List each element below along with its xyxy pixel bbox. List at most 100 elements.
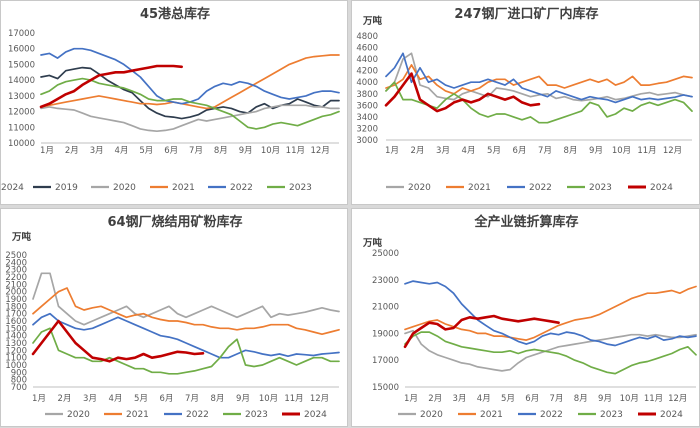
legend-label: 2019 bbox=[55, 183, 78, 193]
x-tick-label: 4月 bbox=[462, 146, 476, 156]
x-tick-label: 2月 bbox=[428, 394, 442, 404]
x-tick-label: 1月 bbox=[385, 146, 399, 156]
legend-label: 2022 bbox=[186, 410, 209, 420]
y-tick-label: 2000 bbox=[5, 288, 27, 298]
chart-panel-45-ports-inventory: 45港总库存 10000 11000 12000 13000 14000 15000 1600… bbox=[0, 0, 348, 205]
y-tick-label: 25000 bbox=[372, 249, 399, 259]
x-tick-label: 5月 bbox=[501, 394, 515, 404]
unit-label: 万吨 bbox=[11, 231, 32, 243]
legend-label: 2022 bbox=[540, 410, 563, 420]
legend-label: 2021 bbox=[126, 410, 149, 420]
legend-label: 2022 bbox=[529, 183, 552, 193]
series-line-2022 bbox=[404, 280, 697, 347]
series-line-2022 bbox=[385, 52, 693, 104]
x-tick-label: 2月 bbox=[65, 146, 79, 156]
legend-label: 2020 bbox=[420, 410, 443, 420]
y-tick-label: 900 bbox=[11, 368, 27, 378]
y-tick-label: 14000 bbox=[8, 76, 35, 86]
y-tick-label: 1700 bbox=[5, 310, 27, 320]
series-line-2021 bbox=[385, 64, 693, 95]
y-tick-label: 1900 bbox=[5, 295, 27, 305]
x-tick-label: 2月 bbox=[411, 146, 425, 156]
series-line-2021 bbox=[40, 54, 340, 110]
x-tick-label: 11月 bbox=[644, 394, 663, 404]
y-tick-label: 1100 bbox=[5, 354, 27, 364]
series-line-2021 bbox=[404, 285, 697, 341]
x-tick-label: 12月 bbox=[311, 146, 330, 156]
legend-label: 2024 bbox=[304, 410, 327, 420]
x-tick-label: 7月 bbox=[185, 394, 199, 404]
x-tick-label: 4月 bbox=[477, 394, 491, 404]
y-tick-label: 3600 bbox=[356, 101, 378, 111]
x-tick-label: 10月 bbox=[261, 146, 280, 156]
y-tick-label: 10000 bbox=[8, 139, 35, 149]
series-line-2021 bbox=[32, 287, 340, 336]
unit-label: 万吨 bbox=[362, 237, 383, 249]
series-line-2024 bbox=[384, 72, 541, 113]
x-tick-label: 11月 bbox=[286, 146, 305, 156]
y-tick-label: 15000 bbox=[8, 60, 35, 70]
series-line-2020 bbox=[32, 272, 340, 326]
x-tick-label: 2月 bbox=[58, 394, 72, 404]
y-tick-label: 1400 bbox=[5, 332, 27, 342]
y-tick-label: 16000 bbox=[8, 45, 35, 55]
series-line-2023 bbox=[40, 77, 340, 130]
chart-title: 247钢厂进口矿厂内库存 bbox=[454, 6, 598, 22]
x-tick-label: 8月 bbox=[564, 146, 578, 156]
y-tick-label: 2200 bbox=[5, 273, 27, 283]
chart-panel-64-mills-sinter-inventory: 64钢厂烧结用矿粉库存 万吨 700 800 900 1000 1100 1200 1300 14… bbox=[0, 208, 348, 427]
x-tick-label: 4月 bbox=[115, 146, 129, 156]
y-tick-label: 4400 bbox=[356, 55, 378, 65]
y-tick-label: 2100 bbox=[5, 280, 27, 290]
legend-label: 2021 bbox=[468, 183, 491, 193]
y-tick-label: 19000 bbox=[372, 329, 399, 339]
chart-title: 45港总库存 bbox=[140, 6, 210, 22]
y-tick-label: 21000 bbox=[372, 303, 399, 313]
y-tick-label: 4200 bbox=[356, 67, 378, 77]
y-tick-label: 1000 bbox=[5, 361, 27, 371]
x-tick-label: 6月 bbox=[164, 146, 178, 156]
y-tick-label: 2400 bbox=[5, 258, 27, 268]
x-tick-label: 10月 bbox=[259, 394, 278, 404]
unit-label: 万吨 bbox=[362, 15, 383, 27]
chart-title: 全产业链折算库存 bbox=[473, 214, 578, 230]
y-tick-label: 11000 bbox=[8, 123, 35, 133]
y-tick-label: 1200 bbox=[5, 346, 27, 356]
x-tick-label: 10月 bbox=[620, 394, 639, 404]
series-line-2020 bbox=[404, 329, 697, 372]
legend-label: 2023 bbox=[289, 183, 312, 193]
legend-label: 2021 bbox=[172, 183, 195, 193]
y-tick-label: 1300 bbox=[5, 339, 27, 349]
y-tick-label: 3000 bbox=[356, 136, 378, 146]
legend-label: 2024 bbox=[660, 410, 683, 420]
x-tick-label: 5月 bbox=[487, 146, 501, 156]
series-line-2022 bbox=[32, 312, 340, 359]
legend-label: 2020 bbox=[67, 410, 90, 420]
x-tick-label: 10月 bbox=[612, 146, 631, 156]
x-tick-label: 3月 bbox=[436, 146, 450, 156]
x-tick-label: 12月 bbox=[310, 394, 329, 404]
x-tick-label: 1月 bbox=[40, 146, 54, 156]
chart-panel-full-chain-inventory: 全产业链折算库存 万吨 15000 17000 19000 21000 23000 25000… bbox=[351, 208, 700, 427]
x-tick-label: 5月 bbox=[139, 146, 153, 156]
x-tick-label: 8月 bbox=[214, 146, 228, 156]
series-line-2020 bbox=[40, 104, 340, 133]
x-tick-label: 5月 bbox=[134, 394, 148, 404]
y-tick-label: 17000 bbox=[372, 356, 399, 366]
x-tick-label: 3月 bbox=[90, 146, 104, 156]
y-tick-label: 2300 bbox=[5, 266, 27, 276]
legend-label: 2023 bbox=[600, 410, 623, 420]
series-line-2023 bbox=[404, 331, 697, 375]
x-tick-label: 4月 bbox=[109, 394, 123, 404]
x-tick-label: 11月 bbox=[284, 394, 303, 404]
y-tick-label: 15000 bbox=[372, 383, 399, 393]
legend-label: 2020 bbox=[113, 183, 136, 193]
series-line-2024 bbox=[31, 319, 205, 363]
series-line-2024 bbox=[39, 64, 183, 109]
y-tick-label: 1800 bbox=[5, 302, 27, 312]
x-tick-label: 7月 bbox=[189, 146, 203, 156]
x-tick-label: 8月 bbox=[211, 394, 225, 404]
